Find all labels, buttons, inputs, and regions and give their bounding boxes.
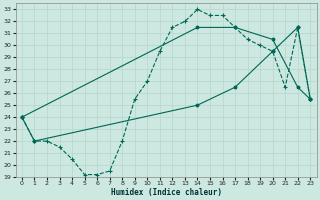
X-axis label: Humidex (Indice chaleur): Humidex (Indice chaleur) — [111, 188, 221, 197]
